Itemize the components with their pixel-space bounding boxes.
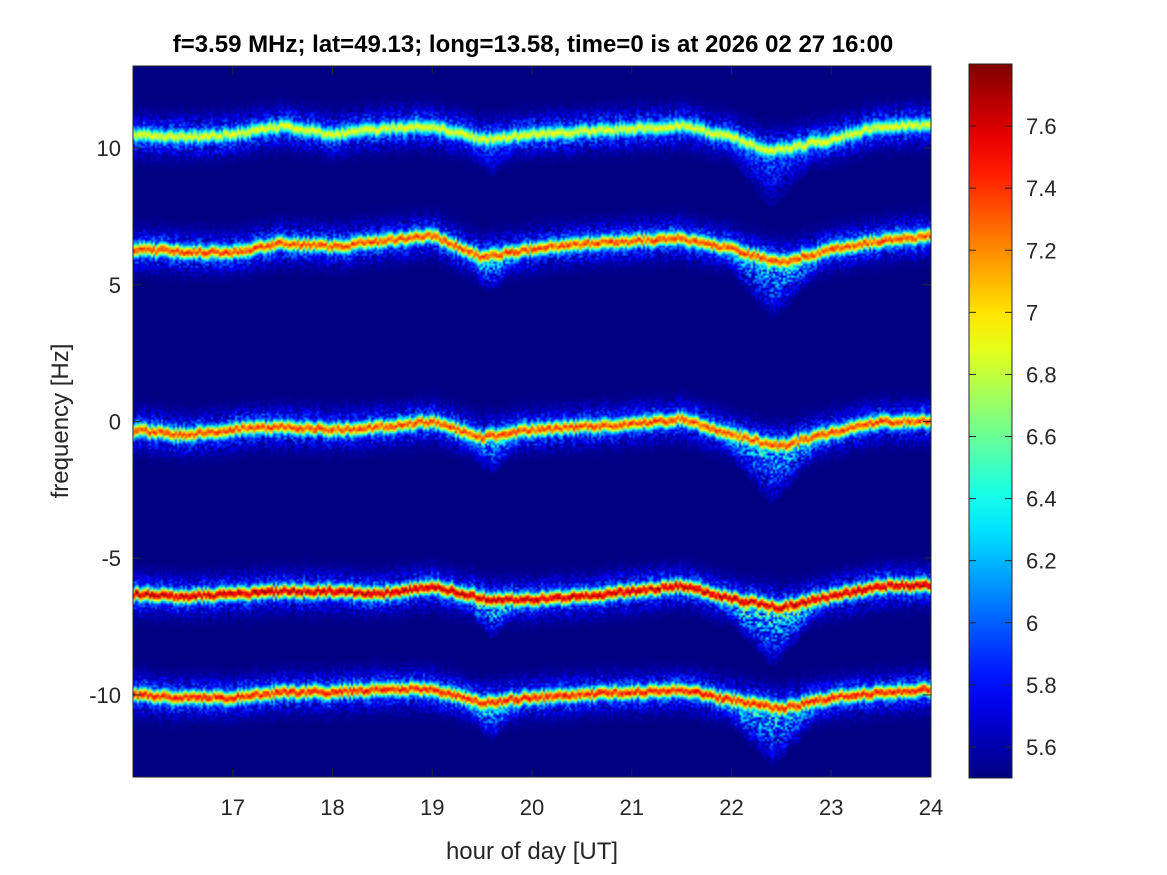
- colorbar-gradient: [969, 64, 1012, 778]
- x-tick-label: 24: [919, 795, 943, 820]
- colorbar-frame: [968, 63, 1013, 779]
- x-axis: 17 18 19 20 21 22 23 24: [221, 66, 943, 820]
- spectrogram-heatmap: [133, 66, 931, 777]
- x-tick-label: 19: [420, 795, 444, 820]
- x-tick-label: 21: [620, 795, 644, 820]
- y-axis-label: frequency [Hz]: [47, 344, 74, 499]
- x-axis-label: hour of day [UT]: [446, 838, 618, 865]
- y-tick-label: 5: [109, 273, 121, 298]
- y-axis: 10 5 0 -5 -10: [89, 136, 931, 708]
- colorbar-tick-label: 6: [1026, 611, 1038, 636]
- chart-title: f=3.59 MHz; lat=49.13; long=13.58, time=…: [173, 31, 893, 58]
- y-tick-label: 0: [109, 410, 121, 435]
- x-tick-label: 23: [819, 795, 843, 820]
- colorbar: 7.6 7.4 7.2 7 6.8 6.6 6.4 6.2 6 5.8 5.6: [968, 63, 1057, 779]
- colorbar-tick-label: 7.2: [1026, 238, 1057, 263]
- colorbar-ticks: 7.6 7.4 7.2 7 6.8 6.6 6.4 6.2 6 5.8 5.6: [969, 114, 1057, 760]
- colorbar-tick-label: 6.6: [1026, 425, 1057, 450]
- y-tick-label: -5: [101, 546, 121, 571]
- x-tick-label: 17: [221, 795, 245, 820]
- colorbar-tick-label: 6.4: [1026, 487, 1057, 512]
- colorbar-tick-label: 5.8: [1026, 673, 1057, 698]
- x-tick-label: 22: [719, 795, 743, 820]
- x-tick-label: 20: [520, 795, 544, 820]
- colorbar-tick-label: 7: [1026, 300, 1038, 325]
- colorbar-tick-label: 7.4: [1026, 176, 1057, 201]
- colorbar-tick-label: 5.6: [1026, 735, 1057, 760]
- plot-area: [132, 65, 932, 778]
- colorbar-tick-label: 6.8: [1026, 362, 1057, 387]
- colorbar-tick-label: 7.6: [1026, 114, 1057, 139]
- y-tick-label: 10: [97, 136, 121, 161]
- y-tick-label: -10: [89, 683, 121, 708]
- colorbar-tick-label: 6.2: [1026, 549, 1057, 574]
- x-tick-label: 18: [320, 795, 344, 820]
